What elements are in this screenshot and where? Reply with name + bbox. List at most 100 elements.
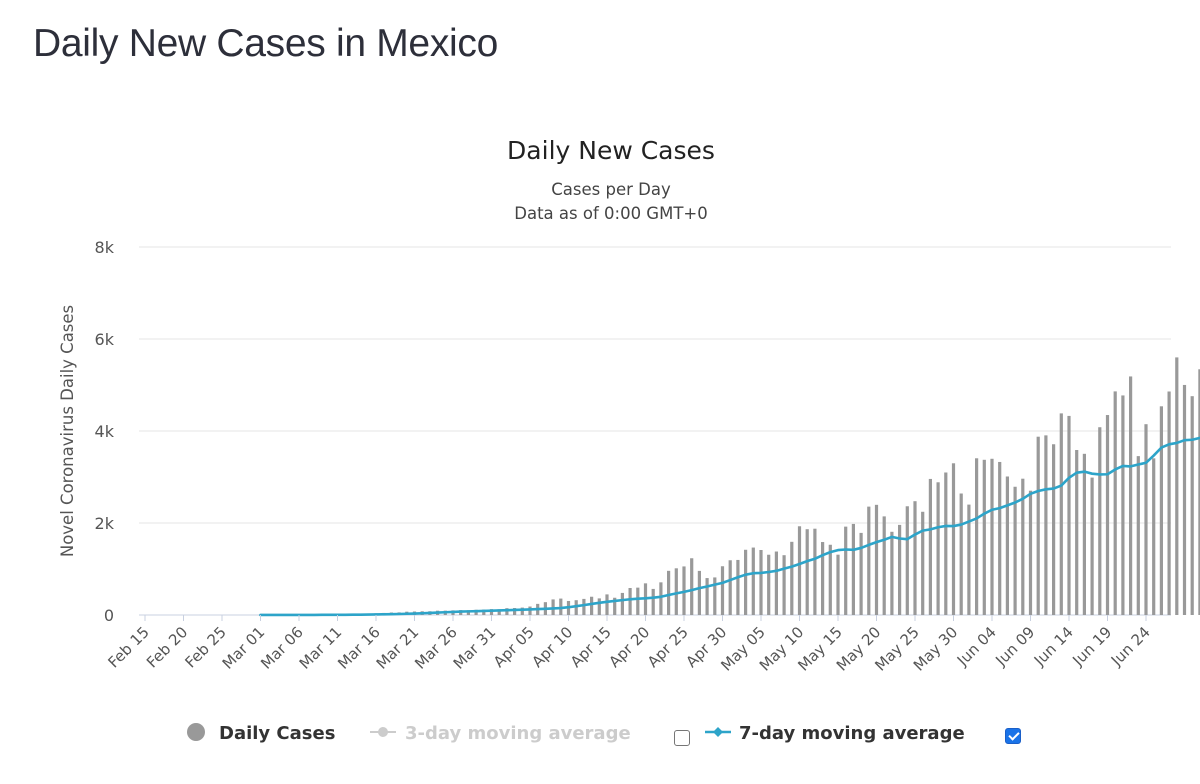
bar (597, 598, 601, 615)
bar (1182, 384, 1187, 615)
bar (797, 526, 802, 615)
bar (636, 587, 640, 615)
bar (697, 570, 701, 615)
chart-subtitle-line-1: Cases per Day (551, 180, 671, 199)
7-day-average-legend-icon (713, 727, 723, 737)
x-tick-label: Mar 11 (296, 623, 346, 673)
bar (990, 458, 994, 615)
bar (1036, 436, 1040, 615)
bar (720, 566, 725, 615)
3-day-average-checkbox[interactable] (674, 730, 690, 746)
bar (505, 608, 509, 615)
bar (736, 559, 740, 615)
bar (1198, 369, 1200, 615)
bar (605, 594, 609, 615)
x-tick-label: Feb 20 (143, 623, 191, 671)
bar (1136, 456, 1140, 615)
bar (1044, 435, 1048, 615)
legend-item-3-day-average[interactable]: 3-day moving average (370, 723, 631, 744)
bar (713, 577, 717, 615)
bar (982, 459, 986, 615)
bar (667, 570, 671, 615)
bar (859, 532, 863, 615)
x-tick-label: Feb 15 (104, 623, 152, 671)
bar (1113, 391, 1117, 615)
bar (1159, 406, 1163, 615)
bar (821, 542, 825, 615)
legend-item-daily-cases[interactable]: Daily Cases (187, 723, 335, 744)
daily-cases-bars (258, 357, 1200, 616)
bar (690, 558, 694, 615)
legend: Daily Cases 3-day moving average 7-day m… (187, 723, 965, 744)
bar (767, 554, 771, 615)
bar (751, 547, 755, 615)
bar (1013, 486, 1017, 615)
bar (520, 607, 524, 615)
bar (782, 555, 786, 615)
bar (828, 544, 832, 615)
bar (613, 597, 617, 615)
x-tick-label: Apr 20 (605, 623, 653, 671)
chart-subtitle-line-2: Data as of 0:00 GMT+0 (514, 204, 707, 223)
y-tick-label: 4k (95, 422, 115, 441)
bar (574, 600, 578, 615)
page-title: Daily New Cases in Mexico (33, 22, 498, 65)
bar (959, 493, 963, 615)
bar (705, 578, 709, 615)
3-day-average-legend-icon (378, 727, 388, 737)
x-tick-label: Jun 09 (991, 623, 1038, 670)
chart-title: Daily New Cases (507, 136, 715, 165)
x-tick-label: Apr 10 (528, 623, 576, 671)
legend-label-7-day-average: 7-day moving average (739, 723, 965, 744)
bar (1144, 424, 1148, 615)
bar (936, 482, 940, 615)
x-tick-label: Mar 06 (257, 623, 307, 673)
bar (582, 598, 586, 615)
x-tick-label: Apr 25 (644, 623, 692, 671)
bar (951, 463, 956, 615)
bar (1167, 391, 1171, 615)
line-7-day-average (259, 436, 1200, 617)
bar (905, 506, 909, 615)
bar (1005, 476, 1009, 615)
x-tick-label: Jun 04 (953, 623, 1000, 670)
x-tick-label: Mar 31 (450, 623, 500, 673)
bar (590, 596, 594, 615)
bar (1129, 376, 1133, 615)
bar (928, 478, 932, 615)
bar (913, 501, 917, 615)
bar (1152, 458, 1156, 615)
bar (759, 550, 763, 615)
legend-label-3-day-average: 3-day moving average (405, 723, 631, 744)
legend-item-7-day-average[interactable]: 7-day moving average (705, 723, 965, 744)
bar (874, 504, 879, 615)
bar (898, 524, 902, 615)
bar (921, 511, 925, 615)
bar (967, 504, 971, 615)
x-tick-label: Jun 14 (1030, 623, 1077, 670)
y-axis-label: Novel Coronavirus Daily Cases (58, 305, 77, 557)
bar (1105, 415, 1110, 615)
bar (659, 582, 663, 615)
bar (851, 523, 855, 615)
x-tick-label: Apr 05 (490, 623, 538, 671)
legend-label-daily-cases: Daily Cases (219, 723, 335, 744)
bar (620, 592, 624, 615)
bar (1098, 427, 1102, 615)
x-tick-label: Mar 21 (373, 623, 423, 673)
daily-cases-legend-icon (187, 723, 205, 741)
x-tick-label: Apr 15 (567, 623, 615, 671)
7-day-average-checkbox[interactable] (1005, 728, 1021, 744)
y-tick-label: 6k (95, 330, 115, 349)
bar (674, 568, 678, 615)
bar (513, 608, 517, 615)
bar (728, 560, 732, 615)
bar (1175, 357, 1179, 615)
bar (1075, 450, 1079, 615)
bar (975, 458, 979, 615)
y-tick-label: 2k (95, 514, 115, 533)
bar (651, 588, 655, 615)
y-tick-label: 8k (95, 238, 115, 257)
